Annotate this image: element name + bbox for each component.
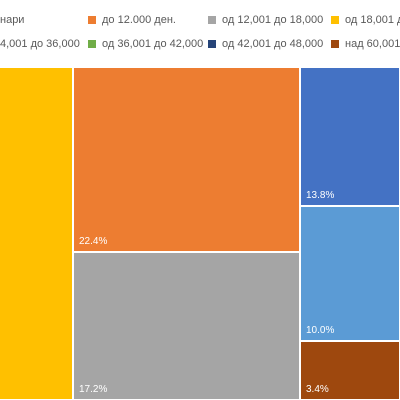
legend-item: над 60,001	[331, 38, 400, 50]
treemap-rect-label: 22.4%	[79, 236, 108, 247]
legend-item: од 36,001 до 42,000	[88, 38, 203, 50]
treemap-rect-label: 13.8%	[306, 190, 335, 201]
treemap-rect: 3.4%	[300, 341, 400, 400]
legend-item: од 42,001 до 48,000	[208, 38, 323, 50]
legend-swatch	[88, 40, 96, 48]
legend-label: над 60,001	[345, 38, 400, 50]
treemap-rect: 22.4%	[73, 67, 300, 252]
legend-item: од 12,001 до 18,000	[208, 14, 323, 26]
legend-label: од 42,001 до 48,000	[222, 38, 324, 50]
legend-label: 4,001 до 36,000	[0, 38, 80, 50]
legend-swatch	[208, 16, 216, 24]
treemap-rect-label: 17.2%	[79, 384, 108, 395]
legend-swatch	[331, 40, 339, 48]
legend-label: од 12,001 до 18,000	[222, 14, 324, 26]
legend-swatch	[208, 40, 216, 48]
treemap-rect: 10.0%	[300, 206, 400, 341]
treemap-rect-label: 10.0%	[306, 325, 335, 336]
legend-label: до 12.000 ден.	[102, 14, 176, 26]
legend-swatch	[88, 16, 96, 24]
legend-item: 4,001 до 36,000	[0, 38, 80, 50]
treemap-rect: 13.8%	[300, 67, 400, 206]
legend-label: нари	[0, 14, 25, 26]
treemap-rect: 17.2%	[73, 252, 300, 400]
legend-label: од 18,001 до	[345, 14, 400, 26]
legend-swatch	[331, 16, 339, 24]
treemap-rect-label: 3.4%	[306, 384, 329, 395]
legend-item: нари	[0, 14, 24, 26]
legend-label: од 36,001 до 42,000	[102, 38, 204, 50]
legend-item: од 18,001 до	[331, 14, 400, 26]
legend-item: до 12.000 ден.	[88, 14, 176, 26]
treemap-rect	[0, 67, 73, 400]
